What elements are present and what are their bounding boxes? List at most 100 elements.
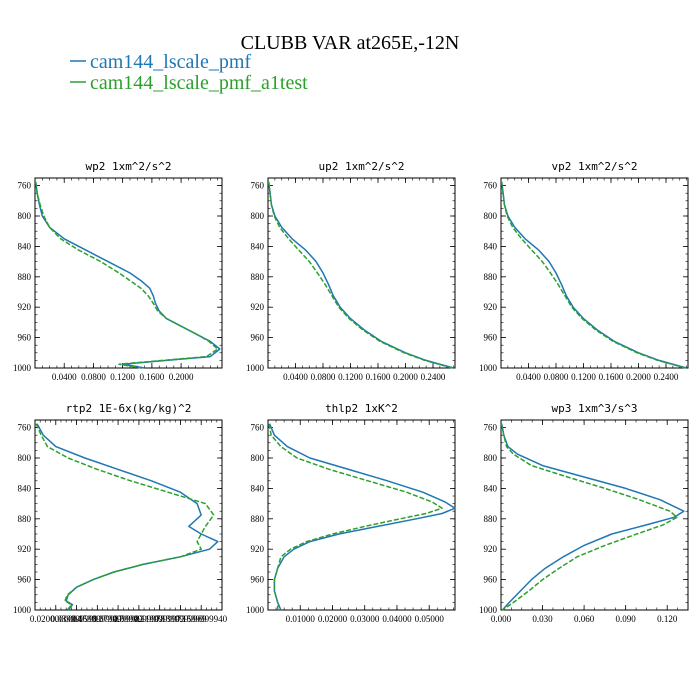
ytick-label-4-4: 920 bbox=[251, 544, 265, 554]
xtick-label-2-5: 0.2400 bbox=[654, 372, 679, 382]
xtick-label-5-1: 0.030 bbox=[532, 614, 553, 624]
xtick-label-5-0: 0.000 bbox=[491, 614, 512, 624]
ytick-label-1-6: 1000 bbox=[246, 363, 265, 373]
ytick-label-2-1: 800 bbox=[484, 211, 498, 221]
ytick-label-3-3: 880 bbox=[18, 514, 32, 524]
plot-frame-1 bbox=[267, 177, 456, 369]
ytick-label-5-4: 920 bbox=[484, 544, 498, 554]
xtick-label-1-4: 0.2000 bbox=[393, 372, 418, 382]
xtick-label-0-1: 0.0800 bbox=[81, 372, 106, 382]
ytick-label-5-3: 880 bbox=[484, 514, 498, 524]
ytick-label-1-3: 880 bbox=[251, 272, 265, 282]
xtick-label-5-4: 0.120 bbox=[657, 614, 678, 624]
ytick-label-3-1: 800 bbox=[18, 453, 32, 463]
ytick-label-0-5: 960 bbox=[18, 333, 32, 343]
ytick-label-2-2: 840 bbox=[484, 241, 498, 251]
xtick-label-4-1: 0.02000 bbox=[318, 614, 348, 624]
ytick-label-4-6: 1000 bbox=[246, 605, 265, 615]
ytick-label-0-3: 880 bbox=[18, 272, 32, 282]
panel-title-2: vp2 1xm^2/s^2 bbox=[551, 160, 637, 173]
series-line-2-0 bbox=[500, 181, 687, 369]
xtick-label-3-1: 0.0399999991 bbox=[51, 614, 103, 624]
ytick-label-0-2: 840 bbox=[18, 241, 32, 251]
ytick-label-3-0: 760 bbox=[18, 423, 32, 433]
xtick-label-0-3: 0.1600 bbox=[140, 372, 165, 382]
xtick-label-5-2: 0.060 bbox=[574, 614, 595, 624]
xtick-label-5-3: 0.090 bbox=[616, 614, 637, 624]
ytick-label-0-0: 760 bbox=[18, 181, 32, 191]
xtick-label-4-4: 0.05000 bbox=[415, 614, 445, 624]
series-line-5-0 bbox=[500, 423, 685, 611]
xtick-label-2-3: 0.1600 bbox=[599, 372, 624, 382]
ytick-label-4-2: 840 bbox=[251, 483, 265, 493]
ytick-label-4-3: 880 bbox=[251, 514, 265, 524]
ytick-label-1-1: 800 bbox=[251, 211, 265, 221]
ytick-label-3-6: 1000 bbox=[13, 605, 32, 615]
xtick-label-1-1: 0.0800 bbox=[311, 372, 336, 382]
ytick-label-5-6: 1000 bbox=[479, 605, 498, 615]
ytick-label-4-1: 800 bbox=[251, 453, 265, 463]
ytick-label-2-4: 920 bbox=[484, 302, 498, 312]
ytick-label-1-4: 920 bbox=[251, 302, 265, 312]
xtick-label-3-2: 0.0599999987 bbox=[71, 614, 123, 624]
panel-title-1: up2 1xm^2/s^2 bbox=[318, 160, 404, 173]
ytick-label-2-5: 960 bbox=[484, 333, 498, 343]
panel-title-4: thlp2 1xK^2 bbox=[325, 402, 398, 415]
plot-frame-3 bbox=[34, 419, 223, 611]
panel-3: rtp2 1E-6x(kg/kg)^2 760 800 840 880 920 960 100… bbox=[13, 402, 228, 624]
ytick-label-3-5: 960 bbox=[18, 575, 32, 585]
xtick-label-1-2: 0.1200 bbox=[338, 372, 363, 382]
ytick-label-5-2: 840 bbox=[484, 483, 498, 493]
xtick-label-2-1: 0.0800 bbox=[544, 372, 569, 382]
legend-label-0: cam144_lscale_pmf bbox=[90, 51, 251, 73]
panel-title-0: wp2 1xm^2/s^2 bbox=[85, 160, 171, 173]
xtick-label-0-2: 0.1200 bbox=[110, 372, 135, 382]
series-line-3-0 bbox=[36, 423, 219, 611]
xtick-label-1-3: 0.1600 bbox=[366, 372, 391, 382]
xtick-label-4-0: 0.01000 bbox=[286, 614, 316, 624]
panel-0: wp2 1xm^2/s^2 760 800 840 880 920 960 1000 0.040… bbox=[13, 160, 223, 382]
ytick-label-0-4: 920 bbox=[18, 302, 32, 312]
xtick-label-1-5: 0.2400 bbox=[421, 372, 446, 382]
series-line-0-1 bbox=[34, 181, 219, 369]
ytick-label-3-2: 840 bbox=[18, 483, 32, 493]
xtick-label-2-4: 0.2000 bbox=[626, 372, 651, 382]
series-line-4-1 bbox=[268, 423, 443, 610]
xtick-label-3-7: 0.1599999940 bbox=[175, 614, 227, 624]
ytick-label-2-6: 1000 bbox=[479, 363, 498, 373]
xtick-label-0-0: 0.0400 bbox=[52, 372, 77, 382]
ytick-label-1-5: 960 bbox=[251, 333, 265, 343]
series-line-4-0 bbox=[268, 423, 456, 611]
ytick-label-1-2: 840 bbox=[251, 241, 265, 251]
panel-1: up2 1xm^2/s^2 760 800 840 880 920 960 1000 0.040… bbox=[246, 160, 456, 382]
ytick-label-5-1: 800 bbox=[484, 453, 498, 463]
plot-frame-4 bbox=[267, 419, 456, 611]
ytick-label-1-0: 760 bbox=[251, 181, 265, 191]
xtick-label-3-3: 0.0799999982 bbox=[92, 614, 144, 624]
xtick-label-3-0: 0.0200000004 bbox=[30, 614, 82, 624]
ytick-label-2-0: 760 bbox=[484, 181, 498, 191]
ytick-label-4-5: 960 bbox=[251, 575, 265, 585]
ytick-label-0-1: 800 bbox=[18, 211, 32, 221]
series-line-5-1 bbox=[500, 423, 678, 611]
panel-title-3: rtp2 1E-6x(kg/kg)^2 bbox=[66, 402, 192, 415]
panels: wp2 1xm^2/s^2 760 800 840 880 920 960 1000 0.040… bbox=[13, 160, 689, 624]
series-line-1-1 bbox=[267, 181, 453, 369]
panel-4: thlp2 1xK^2 760 800 840 880 920 960 1000 0.01000… bbox=[246, 402, 456, 624]
series-line-3-1 bbox=[35, 423, 215, 611]
series-line-2-1 bbox=[500, 181, 686, 369]
ytick-label-3-4: 920 bbox=[18, 544, 32, 554]
series-line-1-0 bbox=[267, 181, 454, 369]
xtick-label-4-2: 0.03000 bbox=[350, 614, 380, 624]
xtick-label-3-6: 0.1399999969 bbox=[155, 614, 207, 624]
plot-frame-0 bbox=[34, 177, 223, 369]
xtick-label-1-0: 0.0400 bbox=[283, 372, 308, 382]
plot-frame-2 bbox=[500, 177, 689, 369]
legend: cam144_lscale_pmf cam144_lscale_pmf_a1te… bbox=[70, 51, 308, 94]
ytick-label-0-6: 1000 bbox=[13, 363, 32, 373]
panel-2: vp2 1xm^2/s^2 760 800 840 880 920 960 1000 0.040… bbox=[479, 160, 689, 382]
ytick-label-5-0: 760 bbox=[484, 423, 498, 433]
xtick-label-2-2: 0.1200 bbox=[571, 372, 596, 382]
panel-title-5: wp3 1xm^3/s^3 bbox=[551, 402, 637, 415]
